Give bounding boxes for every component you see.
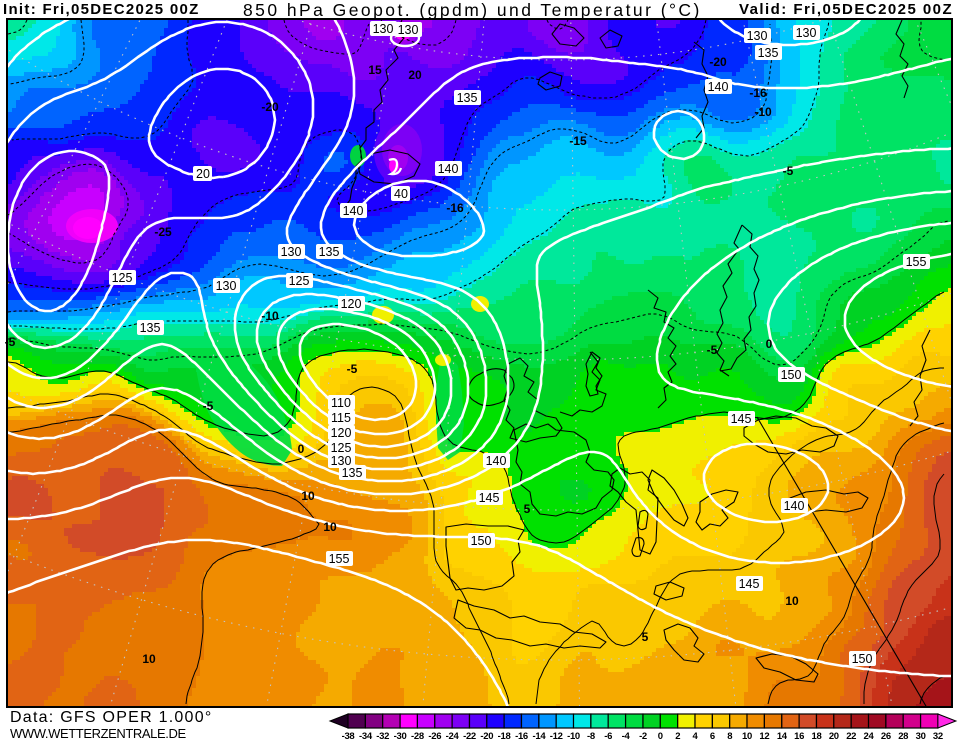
svg-text:-5: -5 — [5, 335, 16, 349]
svg-text:-5: -5 — [707, 343, 718, 357]
svg-text:-20: -20 — [480, 731, 493, 741]
svg-text:20: 20 — [408, 68, 422, 82]
svg-text:130: 130 — [331, 454, 352, 468]
svg-text:10: 10 — [785, 594, 799, 608]
svg-text:10: 10 — [323, 520, 337, 534]
svg-text:26: 26 — [881, 731, 891, 741]
svg-text:40: 40 — [394, 187, 408, 201]
svg-text:0: 0 — [658, 731, 663, 741]
svg-text:10: 10 — [142, 652, 156, 666]
svg-text:2: 2 — [675, 731, 680, 741]
svg-text:145: 145 — [739, 577, 760, 591]
svg-text:-2: -2 — [639, 731, 647, 741]
svg-text:120: 120 — [341, 297, 362, 311]
svg-text:10: 10 — [742, 731, 752, 741]
svg-text:-24: -24 — [446, 731, 460, 741]
svg-text:-38: -38 — [342, 731, 355, 741]
svg-text:12: 12 — [759, 731, 769, 741]
svg-text:16: 16 — [794, 731, 804, 741]
svg-text:130: 130 — [747, 29, 768, 43]
svg-text:-18: -18 — [498, 731, 511, 741]
svg-text:130: 130 — [216, 279, 237, 293]
svg-text:20: 20 — [196, 167, 210, 181]
svg-text:130: 130 — [281, 245, 302, 259]
svg-text:135: 135 — [758, 46, 779, 60]
svg-text:155: 155 — [329, 552, 350, 566]
svg-text:-12: -12 — [550, 731, 563, 741]
svg-text:15: 15 — [368, 63, 382, 77]
svg-text:5: 5 — [524, 502, 531, 516]
svg-text:-25: -25 — [154, 225, 172, 239]
svg-text:150: 150 — [471, 534, 492, 548]
svg-text:-16: -16 — [515, 731, 528, 741]
svg-text:-8: -8 — [587, 731, 595, 741]
svg-text:140: 140 — [343, 204, 364, 218]
svg-text:-20: -20 — [261, 100, 279, 114]
svg-text:6: 6 — [710, 731, 715, 741]
svg-text:135: 135 — [319, 245, 340, 259]
svg-text:-30: -30 — [394, 731, 407, 741]
svg-text:-26: -26 — [428, 731, 441, 741]
svg-text:-16: -16 — [446, 201, 464, 215]
svg-text:-15: -15 — [569, 134, 587, 148]
svg-text:24: 24 — [864, 731, 875, 741]
svg-text:4: 4 — [693, 731, 699, 741]
svg-text:125: 125 — [331, 441, 352, 455]
svg-text:-5: -5 — [203, 399, 214, 413]
svg-text:0: 0 — [766, 337, 773, 351]
svg-text:150: 150 — [852, 652, 873, 666]
svg-text:-22: -22 — [463, 731, 476, 741]
svg-text:135: 135 — [457, 91, 478, 105]
svg-text:10: 10 — [301, 489, 315, 503]
svg-text:-10: -10 — [261, 309, 279, 323]
svg-text:30: 30 — [916, 731, 926, 741]
svg-text:130: 130 — [796, 26, 817, 40]
svg-text:-5: -5 — [783, 164, 794, 178]
svg-text:8: 8 — [727, 731, 732, 741]
svg-text:22: 22 — [846, 731, 856, 741]
svg-text:-32: -32 — [376, 731, 389, 741]
svg-text:145: 145 — [479, 491, 500, 505]
svg-text:150: 150 — [781, 368, 802, 382]
svg-text:125: 125 — [289, 274, 310, 288]
svg-text:140: 140 — [486, 454, 507, 468]
svg-text:140: 140 — [708, 80, 729, 94]
svg-text:-10: -10 — [567, 731, 580, 741]
svg-text:140: 140 — [784, 499, 805, 513]
svg-text:32: 32 — [933, 731, 943, 741]
svg-text:-34: -34 — [359, 731, 373, 741]
svg-text:115: 115 — [331, 411, 351, 425]
svg-text:-14: -14 — [532, 731, 546, 741]
svg-text:-20: -20 — [709, 55, 727, 69]
svg-text:140: 140 — [438, 162, 459, 176]
svg-text:0: 0 — [298, 442, 305, 456]
svg-text:-16: -16 — [749, 86, 767, 100]
svg-text:-5: -5 — [347, 362, 358, 376]
svg-text:125: 125 — [112, 271, 133, 285]
svg-text:135: 135 — [140, 321, 161, 335]
svg-text:130: 130 — [398, 23, 419, 37]
svg-text:135: 135 — [342, 466, 363, 480]
svg-text:-4: -4 — [622, 731, 631, 741]
svg-text:20: 20 — [829, 731, 839, 741]
svg-text:14: 14 — [777, 731, 788, 741]
svg-text:120: 120 — [331, 426, 352, 440]
svg-text:145: 145 — [731, 412, 752, 426]
svg-text:110: 110 — [331, 396, 351, 410]
svg-text:-6: -6 — [604, 731, 612, 741]
svg-text:-28: -28 — [411, 731, 424, 741]
svg-text:155: 155 — [906, 255, 927, 269]
svg-text:5: 5 — [642, 630, 649, 644]
svg-text:130: 130 — [373, 22, 394, 36]
svg-text:18: 18 — [812, 731, 822, 741]
svg-text:28: 28 — [898, 731, 908, 741]
svg-text:-10: -10 — [754, 105, 772, 119]
